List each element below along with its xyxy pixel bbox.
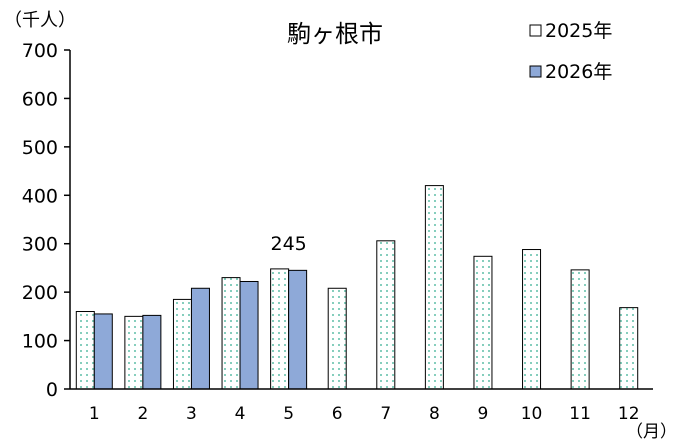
y-ticks: 0 100 200 300 400 500 600 700 — [22, 40, 70, 401]
bar-2025-1 — [75, 311, 95, 390]
bar-2025-3 — [172, 298, 192, 390]
bar-2025-11 — [570, 269, 590, 390]
bars — [75, 185, 639, 390]
bar-2026-3 — [190, 287, 210, 390]
legend-swatch-2026 — [529, 65, 542, 78]
bar-2025-7 — [376, 240, 396, 390]
bar-2025-2 — [124, 315, 144, 390]
x-tick-label: 5 — [283, 404, 294, 424]
x-tick-label: 7 — [380, 404, 391, 424]
bar-2025-8 — [424, 185, 444, 390]
x-tick-label: 9 — [478, 404, 489, 424]
bar-2026-2 — [142, 314, 162, 390]
bar-2025-6 — [327, 287, 347, 390]
y-tick-label: 400 — [22, 185, 58, 207]
legend-label-2026: 2026年 — [545, 61, 612, 83]
legend-swatch-2025 — [529, 24, 542, 37]
x-tick-label: 6 — [332, 404, 343, 424]
y-tick-label: 600 — [22, 88, 58, 110]
x-tick-label: 1 — [89, 404, 100, 424]
bar-2026-4 — [239, 280, 259, 390]
annotations: 245 — [270, 233, 306, 255]
x-tick-label: 2 — [137, 404, 148, 424]
x-tick-label: 8 — [429, 404, 440, 424]
legend: 2025年 2026年 — [529, 20, 612, 83]
x-tick-label: 4 — [235, 404, 246, 424]
bar-2025-5 — [270, 268, 290, 390]
y-tick-label: 700 — [22, 40, 58, 62]
bar-2026-5 — [288, 269, 308, 390]
bar-2025-9 — [473, 255, 493, 390]
y-tick-label: 500 — [22, 137, 58, 159]
x-tick-label: 11 — [569, 404, 591, 424]
x-axis-unit-label: （月） — [626, 422, 677, 442]
chart-title: 駒ヶ根市 — [287, 20, 383, 48]
legend-label-2025: 2025年 — [545, 20, 612, 42]
bar-2026-1 — [93, 313, 113, 390]
y-axis-unit-label: （千人） — [4, 10, 76, 31]
y-tick-label: 0 — [46, 379, 58, 401]
data-label-5: 245 — [270, 233, 306, 255]
bar-2025-12 — [619, 307, 639, 390]
y-tick-label: 100 — [22, 331, 58, 353]
bar-2025-4 — [221, 277, 241, 390]
x-tick-label: 12 — [618, 404, 640, 424]
x-ticks: 1 2 3 4 5 6 7 8 9 10 11 12 — [89, 404, 640, 424]
x-tick-label: 3 — [186, 404, 197, 424]
x-tick-label: 10 — [521, 404, 543, 424]
bar-2025-10 — [522, 249, 542, 390]
y-tick-label: 200 — [22, 282, 58, 304]
y-tick-label: 300 — [22, 234, 58, 256]
